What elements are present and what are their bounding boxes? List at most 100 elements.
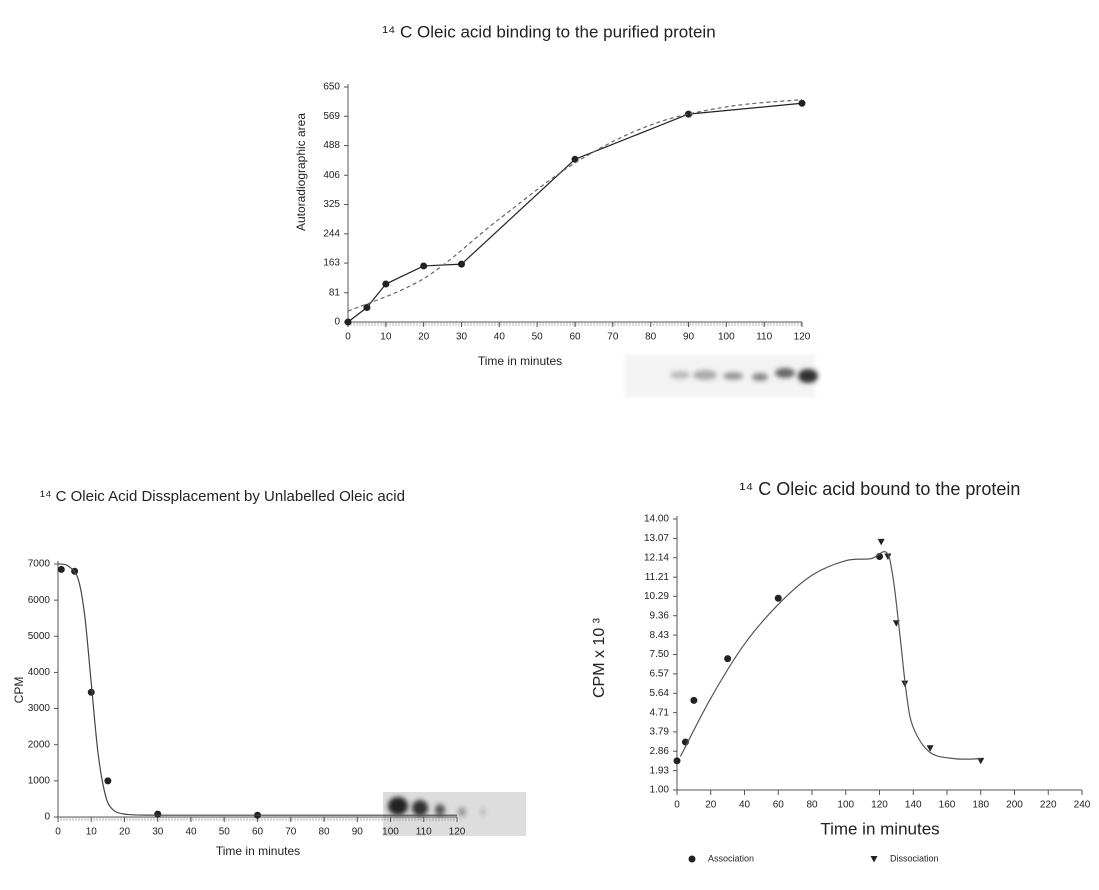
y-axis-label: Autoradiographic area	[294, 113, 308, 231]
series-line	[57, 563, 457, 816]
chart: ¹⁴ C Oleic acid binding to the purified …	[294, 22, 811, 368]
data-point	[977, 757, 985, 765]
data-point	[571, 155, 579, 163]
legend-marker	[688, 855, 696, 863]
series-line	[347, 99, 803, 312]
y-tick-label: 5.64	[650, 688, 670, 699]
x-tick-label: 120	[871, 800, 888, 811]
y-axis-label: CPM x 10 ³	[591, 617, 608, 698]
x-tick-label: 80	[806, 800, 818, 811]
data-point	[798, 99, 806, 107]
x-tick-label: 0	[55, 827, 61, 838]
y-tick-label: 6.57	[650, 669, 670, 680]
x-tick-label: 10	[380, 332, 392, 343]
x-tick-label: 110	[756, 332, 772, 343]
legend-marker	[870, 856, 878, 863]
data-point	[690, 696, 698, 704]
x-tick-label: 0	[674, 800, 680, 811]
x-tick-label: 160	[939, 800, 956, 811]
x-tick-label: 220	[1040, 800, 1057, 811]
legend-label: Association	[708, 853, 754, 863]
y-tick-label: 8.43	[650, 630, 670, 641]
x-tick-label: 20	[705, 800, 717, 811]
chart: ¹⁴ C Oleic Acid Dissplacement by Unlabel…	[12, 488, 466, 858]
y-tick-label: 7.50	[650, 649, 670, 660]
y-tick-label: 11.21	[645, 572, 670, 583]
x-tick-label: 140	[905, 800, 922, 811]
y-axis-label: CPM	[12, 677, 26, 704]
legend-label: Dissociation	[890, 853, 939, 863]
y-tick-label: 569	[323, 111, 340, 122]
x-tick-label: 50	[219, 827, 231, 838]
data-point	[154, 810, 162, 818]
x-tick-label: 30	[456, 332, 468, 343]
y-tick-label: 13.07	[644, 533, 669, 544]
y-tick-label: 9.36	[650, 610, 670, 621]
data-point	[926, 745, 934, 752]
x-tick-label: 110	[416, 827, 432, 838]
y-tick-label: 3.79	[650, 726, 670, 737]
y-tick-label: 81	[329, 287, 341, 298]
y-tick-label: 1.00	[650, 785, 670, 796]
x-tick-label: 60	[252, 827, 264, 838]
x-tick-label: 10	[86, 827, 98, 838]
x-tick-label: 200	[1006, 800, 1023, 811]
y-tick-label: 1.93	[650, 765, 670, 776]
data-point	[884, 553, 892, 561]
y-tick-label: 0	[44, 812, 50, 823]
chart: ¹⁴ C Oleic acid bound to the protein Time…	[591, 479, 1091, 864]
x-tick-label: 120	[794, 332, 811, 343]
x-tick-label: 40	[185, 827, 197, 838]
y-tick-label: 325	[323, 199, 340, 210]
x-tick-label: 70	[607, 332, 619, 343]
y-tick-label: 406	[323, 170, 340, 181]
data-point	[344, 318, 352, 326]
x-tick-label: 80	[645, 332, 657, 343]
x-tick-label: 80	[318, 827, 330, 838]
chart-title: ¹⁴ C Oleic Acid Dissplacement by Unlabel…	[40, 488, 405, 505]
x-tick-label: 100	[837, 800, 854, 811]
data-point	[673, 757, 681, 765]
chart-title: ¹⁴ C Oleic acid bound to the protein	[740, 479, 1021, 499]
x-tick-label: 100	[718, 332, 735, 343]
data-point	[458, 260, 465, 268]
data-point	[420, 262, 428, 270]
y-tick-label: 3000	[28, 703, 51, 714]
y-tick-label: 1000	[28, 775, 51, 786]
x-axis-label: Time in minutes	[478, 354, 562, 368]
blot-image	[383, 792, 526, 836]
data-point	[877, 538, 885, 546]
y-tick-label: 4.71	[650, 707, 670, 718]
x-tick-label: 40	[739, 800, 751, 811]
x-axis-label: Time in minutes	[820, 819, 939, 838]
chart-title: ¹⁴ C Oleic acid binding to the purified …	[382, 22, 715, 41]
y-tick-label: 10.29	[644, 591, 669, 602]
x-tick-label: 90	[352, 827, 364, 838]
y-tick-label: 5000	[28, 631, 51, 642]
y-tick-label: 2000	[28, 739, 51, 750]
y-tick-label: 2.86	[650, 746, 670, 757]
data-point	[724, 655, 732, 663]
data-point	[87, 688, 95, 696]
x-tick-label: 50	[532, 332, 544, 343]
x-tick-label: 100	[382, 827, 399, 838]
x-tick-label: 20	[119, 827, 131, 838]
x-tick-label: 60	[773, 800, 785, 811]
x-tick-label: 20	[418, 332, 430, 343]
x-tick-label: 60	[569, 332, 581, 343]
y-tick-label: 244	[323, 228, 340, 239]
x-tick-label: 180	[972, 800, 989, 811]
data-point	[382, 280, 390, 288]
y-tick-label: 7000	[28, 559, 51, 570]
x-tick-label: 120	[449, 827, 466, 838]
y-tick-label: 650	[323, 82, 340, 93]
x-tick-label: 240	[1074, 800, 1091, 811]
x-tick-label: 70	[285, 827, 297, 838]
blot-image	[625, 355, 818, 397]
x-tick-label: 30	[152, 827, 164, 838]
y-tick-label: 14.00	[644, 514, 669, 525]
data-point	[685, 110, 692, 118]
data-point	[104, 777, 112, 785]
y-tick-label: 163	[323, 258, 340, 269]
